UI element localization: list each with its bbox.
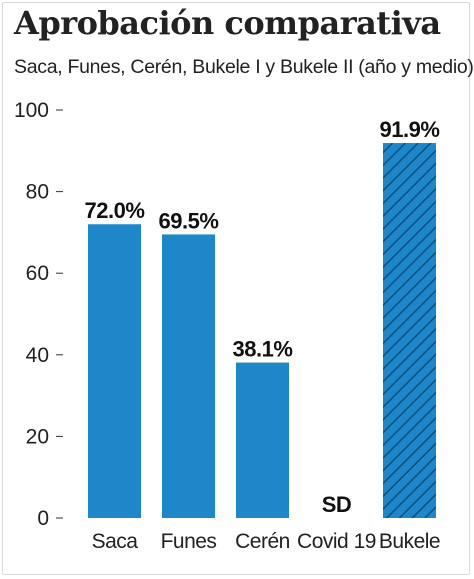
bar-saca — [88, 224, 141, 519]
data-label: 38.1% — [233, 337, 293, 362]
chart-title: Aprobación comparativa — [14, 4, 441, 42]
x-tick-label: Funes — [161, 530, 217, 553]
data-label: 69.5% — [159, 208, 219, 233]
y-tick-label: 80 — [26, 181, 49, 204]
chart-frame — [2, 2, 470, 575]
bars — [88, 143, 436, 519]
data-labels: 72.0% 69.5% 38.1% SD 91.9% — [85, 117, 440, 517]
data-label: SD — [322, 492, 352, 517]
y-tick-label: 0 — [37, 507, 49, 530]
bar-cerén — [236, 362, 289, 518]
chart-subtitle: Saca, Funes, Cerén, Bukele I y Bukele II… — [14, 56, 474, 78]
bar-bukele — [383, 143, 436, 518]
x-tick-label: Bukele — [379, 530, 440, 553]
x-tick-label: Saca — [92, 530, 139, 553]
bar-funes — [162, 234, 215, 518]
y-tick-label: 60 — [26, 262, 49, 285]
y-tick-label: 40 — [26, 344, 49, 367]
data-label: 72.0% — [85, 198, 145, 223]
x-tick-label: Cerén — [235, 530, 290, 553]
y-tick-label: 20 — [26, 425, 49, 448]
y-axis: 0 20 40 60 80 100 — [14, 99, 63, 530]
y-tick-label: 100 — [14, 99, 49, 122]
x-axis: Saca Funes Cerén Covid 19 Bukele — [92, 530, 441, 553]
x-tick-label: Covid 19 — [297, 530, 376, 553]
data-label: 91.9% — [380, 117, 440, 142]
